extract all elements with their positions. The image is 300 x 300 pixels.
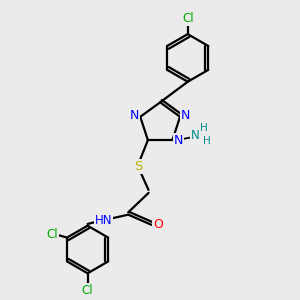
Text: Cl: Cl bbox=[82, 284, 93, 297]
Text: N: N bbox=[174, 134, 183, 147]
Text: HN: HN bbox=[95, 214, 112, 227]
Text: N: N bbox=[181, 109, 190, 122]
Text: N: N bbox=[191, 129, 200, 142]
Text: N: N bbox=[130, 109, 139, 122]
Text: H: H bbox=[200, 123, 208, 133]
Text: S: S bbox=[134, 160, 142, 173]
Text: H: H bbox=[202, 136, 210, 146]
Text: Cl: Cl bbox=[182, 12, 194, 25]
Text: Cl: Cl bbox=[46, 228, 58, 241]
Text: O: O bbox=[153, 218, 163, 231]
